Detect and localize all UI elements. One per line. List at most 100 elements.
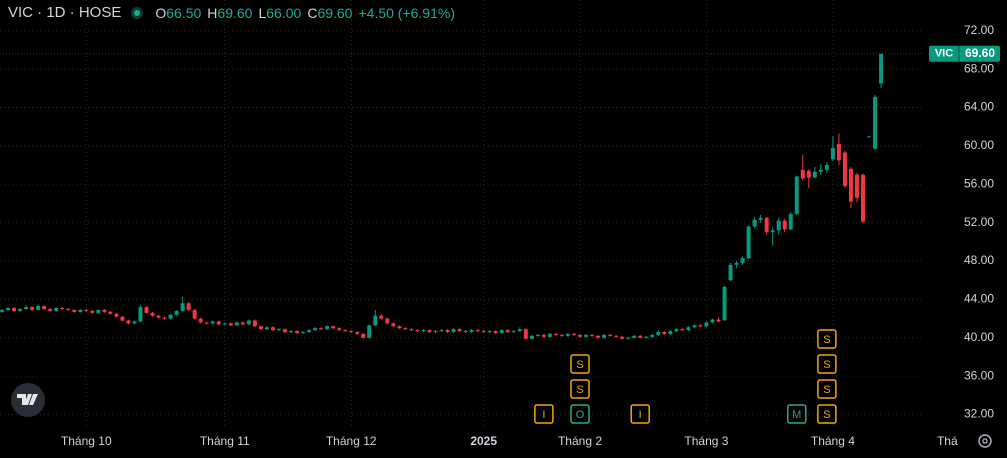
candle-body	[427, 330, 432, 333]
event-badge	[570, 379, 590, 399]
candle-body	[529, 335, 534, 339]
candle-body	[421, 330, 426, 332]
settings-button[interactable]	[978, 434, 992, 448]
candle-body	[716, 319, 721, 322]
candle-body	[114, 313, 119, 317]
change-value: +4.50 (+6.91%)	[358, 4, 455, 21]
event-label: S	[576, 384, 583, 396]
candle-body	[150, 312, 155, 316]
candle-body	[602, 334, 607, 338]
candle-body	[861, 174, 865, 222]
event-badge	[570, 354, 590, 374]
candle-body	[812, 171, 817, 178]
candle-body	[192, 309, 197, 319]
x-tick-label: Tháng 4	[811, 434, 855, 448]
candle-body	[547, 333, 552, 337]
candle-body	[578, 334, 582, 337]
high-key: H	[207, 4, 218, 21]
candle-body	[710, 319, 715, 323]
event-label: O	[576, 409, 585, 421]
candle-body	[18, 309, 23, 311]
price-axis: 32.00 36.00 40.00 44.00 48.00 52.00 56.00 60.00…	[929, 23, 1000, 421]
x-tick-label: Tháng 12	[326, 434, 377, 448]
candle-body	[240, 322, 245, 325]
y-tick-label: 60.00	[964, 138, 994, 152]
candle-body	[282, 329, 287, 333]
candle-body	[102, 309, 107, 312]
candle-body	[433, 331, 438, 333]
candle-body	[397, 326, 402, 329]
x-tick-label: Tháng 2	[558, 434, 602, 448]
candle-body	[168, 314, 173, 319]
event-badge	[817, 329, 837, 349]
candle-body	[132, 321, 137, 324]
candle-body	[806, 170, 811, 178]
x-tick-label: Thá	[937, 434, 958, 448]
event-badge	[787, 404, 807, 424]
candle-body	[90, 310, 95, 313]
y-tick-label: 48.00	[964, 253, 994, 267]
candle-body	[126, 320, 131, 324]
event-badge	[570, 404, 590, 424]
candle-body	[138, 307, 143, 322]
candle-body	[541, 334, 546, 337]
candle-body	[505, 330, 510, 333]
candle-body	[668, 331, 673, 334]
event-badge	[817, 354, 837, 374]
tradingview-logo[interactable]	[11, 383, 45, 417]
candle-body	[222, 323, 227, 325]
event-badge	[817, 379, 837, 399]
candle-body	[228, 323, 233, 326]
event-badge	[630, 404, 650, 424]
candle-body	[596, 335, 601, 338]
candle-body	[325, 326, 330, 330]
candle-body	[794, 176, 799, 214]
candle-body	[674, 329, 679, 332]
candle-body	[873, 96, 878, 149]
candle-body	[409, 329, 414, 331]
candle-body	[72, 309, 77, 312]
candle-body	[559, 334, 564, 336]
high-value: 69.60	[217, 4, 253, 21]
candle-body	[367, 325, 372, 338]
candle-body	[180, 303, 185, 311]
y-tick-label: 32.00	[964, 407, 994, 421]
price-tag-value: 69.60	[965, 46, 995, 60]
candle-body	[571, 333, 576, 335]
candle-body	[758, 217, 763, 220]
candle-body	[704, 322, 709, 327]
candle-body	[722, 286, 727, 321]
close-key: C	[307, 4, 318, 21]
x-tick-label: Tháng 3	[684, 434, 728, 448]
candle-body	[276, 329, 281, 331]
candle-body	[48, 309, 53, 311]
low-key: L	[258, 4, 267, 21]
candle-body	[517, 329, 522, 332]
open-value: 66.50	[166, 4, 202, 21]
grid	[0, 0, 922, 428]
candle-body	[830, 147, 835, 160]
candle-body	[553, 333, 558, 335]
candle-body	[764, 217, 769, 233]
candle-body	[475, 330, 480, 332]
candle-body	[78, 309, 83, 312]
market-status[interactable]	[131, 6, 144, 19]
candle-body	[258, 326, 263, 330]
candle-body	[879, 53, 884, 84]
event-label: S	[576, 359, 583, 371]
candle-body	[24, 307, 29, 310]
y-tick-label: 36.00	[964, 368, 994, 382]
price-tag	[929, 45, 1000, 62]
candle-body	[584, 334, 589, 337]
candle-body	[108, 311, 113, 314]
event-badge	[534, 404, 554, 424]
y-tick-label: 56.00	[964, 176, 994, 190]
candle-body	[295, 331, 300, 333]
candle-body	[656, 332, 661, 335]
candle-body	[746, 226, 751, 259]
candle-body	[728, 264, 733, 281]
candle-body	[301, 332, 306, 334]
event-label: M	[792, 409, 801, 421]
candle-body	[626, 337, 631, 339]
candle-body	[415, 330, 420, 332]
